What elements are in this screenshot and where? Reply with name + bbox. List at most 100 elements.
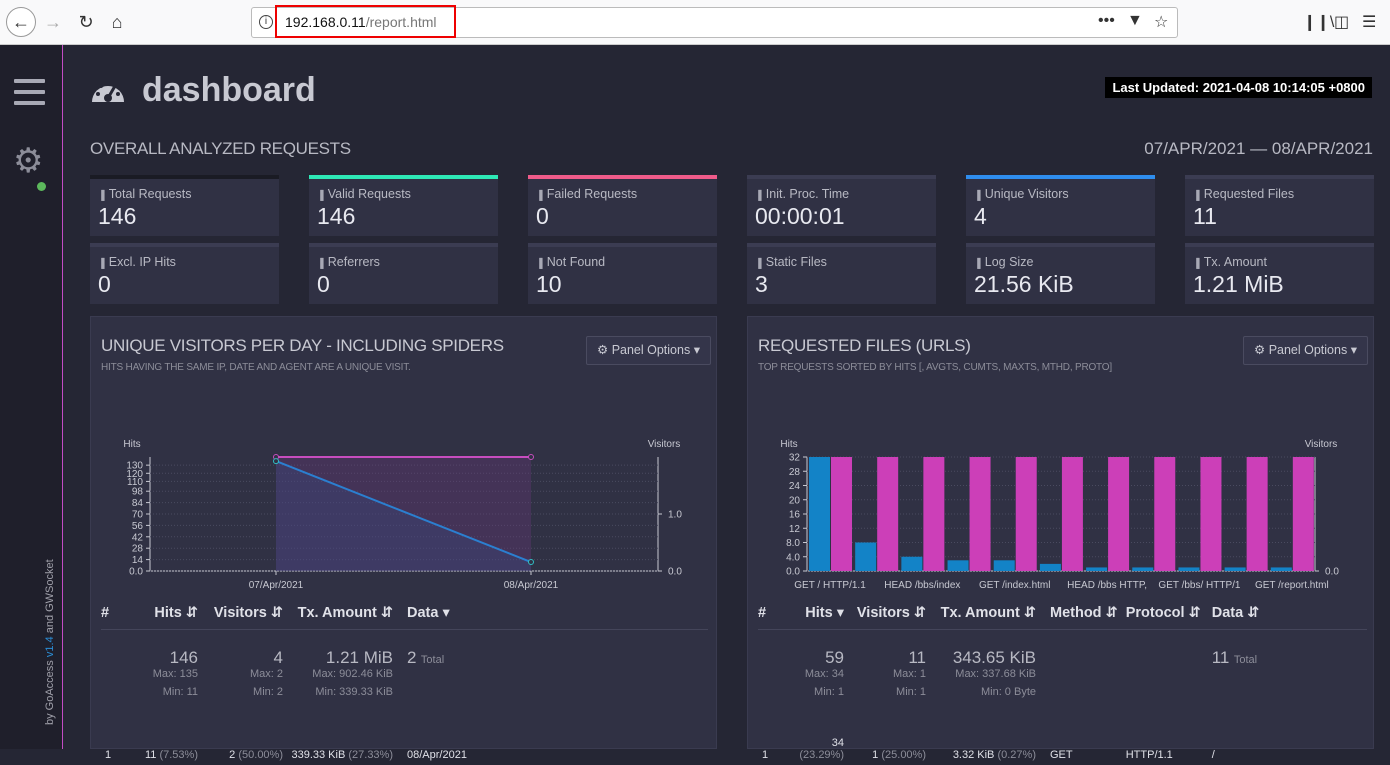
back-icon[interactable]: ← <box>6 7 36 37</box>
stat-card-label: Tx. Amount <box>1193 255 1267 269</box>
row-hits-pct: (7.53%) <box>159 749 198 761</box>
summary-visitors-min: Min: 1 <box>896 685 926 698</box>
hits-bar <box>1178 567 1200 571</box>
hits-bar <box>1224 567 1246 571</box>
col-hits[interactable]: Hits ▾ <box>798 597 852 630</box>
row-tx-value: 339.33 KiB <box>291 749 346 761</box>
files-panel-options-button[interactable]: ⚙ Panel Options ▾ <box>1243 336 1368 365</box>
row-visitors-value: 1 <box>872 749 879 761</box>
y-tick-label: 24 <box>789 481 801 492</box>
y-tick-label: 120 <box>126 469 143 480</box>
row-tx-value: 3.32 KiB <box>952 749 995 761</box>
stat-card-value: 3 <box>755 271 768 297</box>
stat-card-value: 0 <box>317 271 330 297</box>
stat-card-value: 146 <box>317 203 356 229</box>
settings-gear-icon[interactable]: ⚙ <box>13 142 44 180</box>
hits-bar <box>1086 567 1108 571</box>
bookmark-star-icon[interactable]: ☆ <box>1154 14 1169 31</box>
url-text[interactable]: 192.168.0.11/report.html <box>285 14 437 30</box>
stat-card-label: Static Files <box>755 255 827 269</box>
summary-hits: 146 Max: 135 Min: 11 <box>141 629 206 717</box>
version-link[interactable]: v1.4 <box>44 636 56 658</box>
col-num: # <box>758 597 798 630</box>
hamburger-menu-icon[interactable] <box>14 79 45 112</box>
legend-hits: Hits <box>320 596 338 597</box>
legend-visitors: Visitors <box>1078 596 1112 597</box>
overall-heading: OVERALL ANALYZED REQUESTS <box>90 139 351 158</box>
row-visitors-pct: (25.00%) <box>881 749 926 761</box>
page-actions-icon[interactable]: ••• <box>1098 12 1115 29</box>
stat-card: Total Requests 146 <box>90 175 279 236</box>
visitors-panel-options-button[interactable]: ⚙ Panel Options ▾ <box>586 336 711 365</box>
row-data: 08/Apr/2021 <box>407 749 467 761</box>
col-tx-label: Tx. Amount <box>940 604 1020 621</box>
stat-card-value: 10 <box>536 271 562 297</box>
credit-prefix: by GoAccess <box>44 657 56 725</box>
library-icon[interactable]: ❙❙\ <box>1303 14 1335 31</box>
summary-hits-min: Min: 11 <box>162 685 198 698</box>
stat-card-value: 0 <box>98 271 111 297</box>
reload-icon[interactable]: ↻ <box>78 11 94 32</box>
forward-icon[interactable]: → <box>44 11 62 32</box>
visitors-table: # Hits ⇵ Visitors ⇵ Tx. Amount ⇵ Data ▾ … <box>101 597 708 765</box>
stat-card: Static Files 3 <box>747 243 936 304</box>
pocket-icon[interactable]: ▼ <box>1127 12 1143 29</box>
col-visitors[interactable]: Visitors ⇵ <box>206 597 291 630</box>
table-row[interactable]: 1 34 (23.29%) 1 (25.00%) 3.32 KiB (0.27%… <box>758 717 1367 765</box>
row-tx: 339.33 KiB (27.33%) <box>291 717 401 765</box>
col-tx[interactable]: Tx. Amount ⇵ <box>934 597 1044 630</box>
hits-line <box>275 460 532 563</box>
y-tick-label: 98 <box>132 487 144 498</box>
summary-num <box>101 629 141 717</box>
row-hits-value: 34 <box>831 737 844 749</box>
hits-bar <box>993 560 1015 571</box>
url-bar[interactable] <box>251 7 1178 38</box>
summary-data-label: Total <box>420 653 445 666</box>
stat-card-value: 146 <box>98 203 137 229</box>
stat-card-label: Total Requests <box>98 187 192 201</box>
files-table: # Hits ▾ Visitors ⇵ Tx. Amount ⇵ Method … <box>758 597 1367 765</box>
row-hits: 34 (23.29%) <box>798 717 852 765</box>
credit-text: by GoAccess v1.4 and GWSocket <box>44 559 56 725</box>
visitors-bar <box>1108 457 1130 571</box>
summary-data-value: 11 <box>1211 647 1230 667</box>
col-tx[interactable]: Tx. Amount ⇵ <box>291 597 401 630</box>
col-method[interactable]: Method ⇵ <box>1044 597 1126 630</box>
col-data[interactable]: Data ▾ <box>401 597 708 630</box>
summary-hits: 59 Max: 34 Min: 1 <box>798 629 852 717</box>
stat-card: Not Found 10 <box>528 243 717 304</box>
stat-card: Unique Visitors 4 <box>966 175 1155 236</box>
row-tx-pct: (27.33%) <box>348 749 393 761</box>
y-axis-right-label: Visitors <box>1305 439 1338 450</box>
row-tx: 3.32 KiB (0.27%) <box>934 717 1044 765</box>
y-axis-left-label: Hits <box>123 439 140 450</box>
last-updated-badge: Last Updated: 2021-04-08 10:14:05 +0800 <box>1105 77 1372 98</box>
col-visitors[interactable]: Visitors ⇵ <box>852 597 934 630</box>
menu-icon[interactable]: ☰ <box>1362 14 1377 31</box>
y-tick-label: 4.0 <box>786 552 800 563</box>
site-info-icon[interactable]: i <box>259 15 273 29</box>
stat-card-value: 1.21 MiB <box>1193 271 1284 297</box>
col-data[interactable]: Data ⇵ <box>1211 597 1367 630</box>
stat-card-label: Excl. IP Hits <box>98 255 176 269</box>
row-method: GET <box>1050 749 1073 761</box>
row-visitors: 1 (25.00%) <box>852 717 934 765</box>
home-icon[interactable]: ⌂ <box>111 11 123 32</box>
col-protocol[interactable]: Protocol ⇵ <box>1125 597 1212 630</box>
summary-data: 2 Total <box>401 629 708 717</box>
stat-card: Valid Requests 146 <box>309 175 498 236</box>
y-tick-label: 84 <box>132 498 144 509</box>
stat-card: Failed Requests 0 <box>528 175 717 236</box>
y-tick-label: 32 <box>789 453 801 464</box>
sidebar-toggle-icon[interactable]: ◫ <box>1334 14 1350 31</box>
summary-visitors-min: Min: 2 <box>253 685 283 698</box>
url-path: /report.html <box>365 14 437 30</box>
date-range: 07/APR/2021 — 08/APR/2021 <box>1144 139 1373 158</box>
col-hits[interactable]: Hits ⇵ <box>141 597 206 630</box>
x-tick-label: GET /report.html <box>1255 580 1329 591</box>
y-tick-label: 130 <box>126 461 143 472</box>
table-row[interactable]: 1 11 (7.53%) 2 (50.00%) 339.33 KiB (27.3… <box>101 717 708 765</box>
y-tick-label: 14 <box>132 555 144 566</box>
hits-bar <box>855 542 877 571</box>
summary-tx-min: Min: 339.33 KiB <box>315 685 393 698</box>
